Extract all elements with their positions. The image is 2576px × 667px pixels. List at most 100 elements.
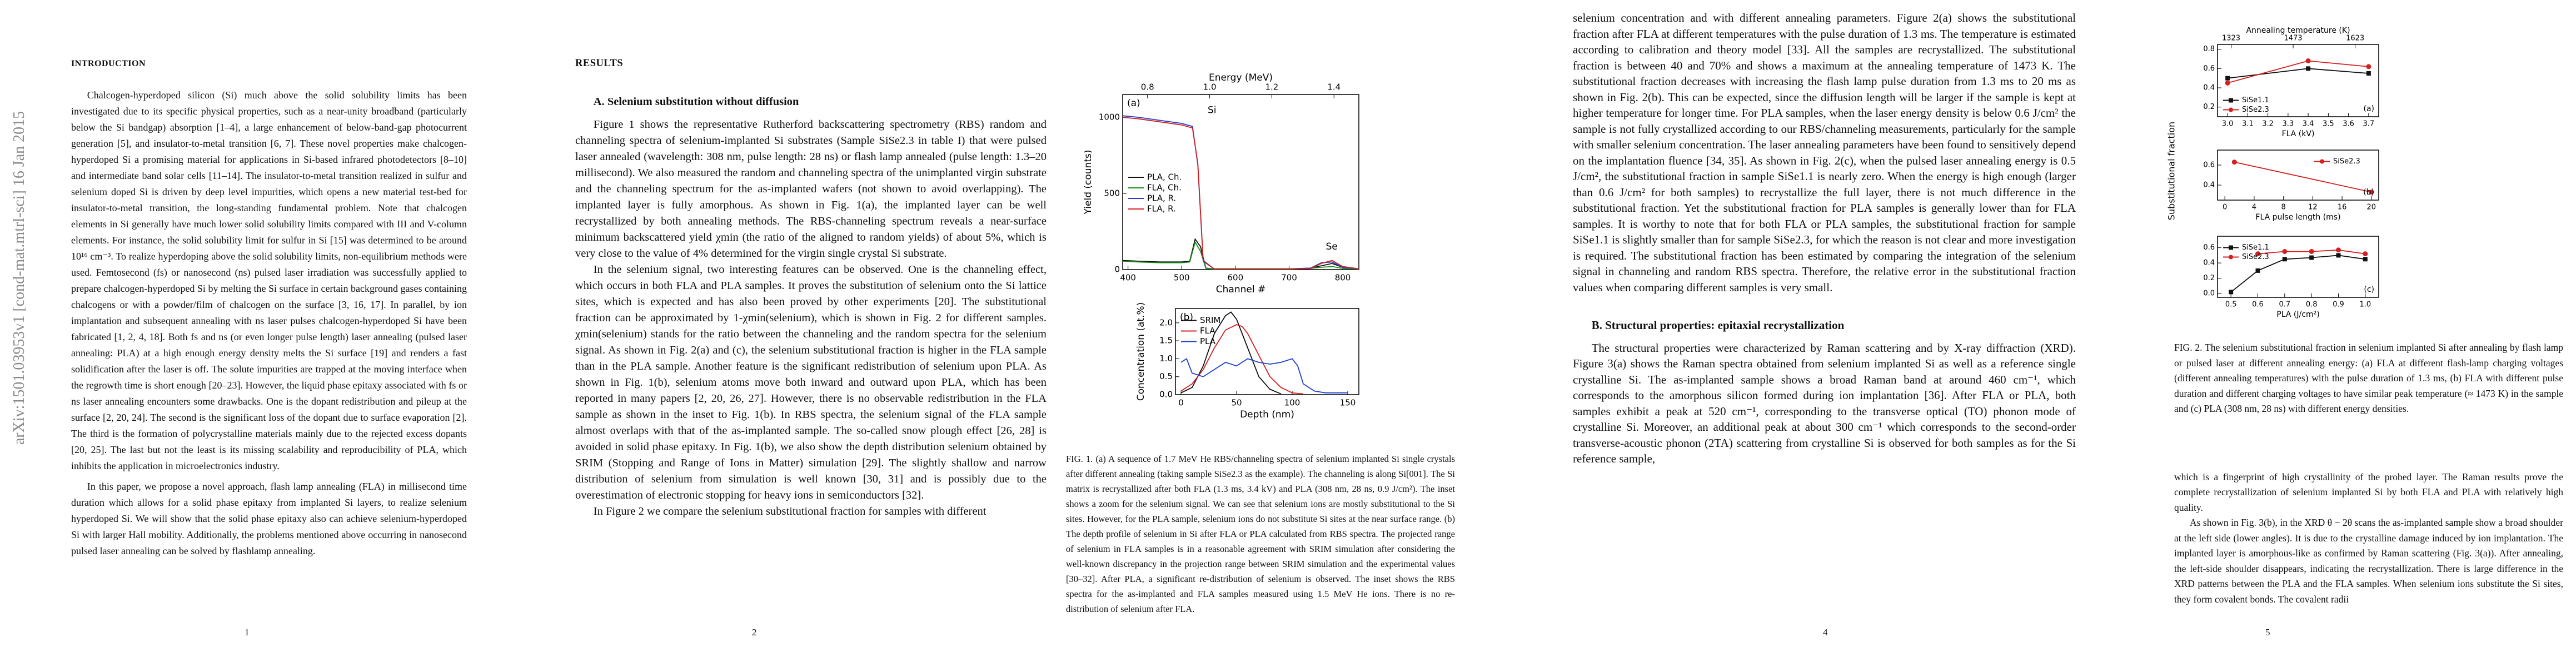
data-point <box>2225 76 2230 81</box>
page-column: RESULTS A. Selenium substitution without … <box>575 56 1047 520</box>
section-heading: RESULTS <box>575 58 624 69</box>
x-axis-label: PLA (J/cm²) <box>2276 310 2319 319</box>
data-line <box>1122 238 1359 270</box>
x-tick-label: 3.5 <box>2323 120 2334 128</box>
x-tick-label: 800 <box>1335 273 1351 283</box>
legend-label: FLA, Ch. <box>1147 183 1182 193</box>
panel-label: (a) <box>1127 98 1140 109</box>
y-tick-label: 0.2 <box>2203 274 2215 282</box>
y-tick-label: 0 <box>1114 265 1120 275</box>
data-line <box>1180 324 1304 395</box>
y-tick-label: 0.2 <box>2203 103 2215 111</box>
x-tick-label: 0 <box>2223 203 2227 212</box>
x-axis-label: Depth (nm) <box>1240 409 1294 420</box>
panel-label: (b) <box>2363 188 2374 197</box>
y-axis-label: Yield (counts) <box>1083 150 1094 215</box>
legend-label: PLA, R. <box>1147 193 1176 203</box>
paragraph: The structural properties were character… <box>1573 341 2076 466</box>
y-axis-label: Substitutional fraction <box>2166 122 2177 220</box>
data-line <box>1180 358 1348 394</box>
top-x-axis-label: Annealing temperature (K) <box>2246 26 2350 35</box>
y-tick-label: 500 <box>1104 188 1120 198</box>
legend-label: FLA <box>1200 326 1215 336</box>
x-axis-label: FLA pulse length (ms) <box>2255 213 2340 222</box>
x-tick-label: 1.0 <box>2359 301 2371 309</box>
plot-frame <box>1122 94 1359 270</box>
data-point <box>2282 257 2287 262</box>
legend-marker <box>2229 107 2233 112</box>
legend-label: SiSe2.3 <box>2242 253 2269 261</box>
legend-label: SiSe2.3 <box>2333 157 2360 166</box>
legend-label: SiSe1.1 <box>2242 96 2269 104</box>
plot-frame <box>2217 150 2379 201</box>
top-x-tick-label: 1.4 <box>1327 82 1341 92</box>
paragraph: In the selenium signal, two interesting … <box>575 263 1047 501</box>
annotation: Si <box>1208 104 1217 116</box>
legend-marker <box>2229 245 2233 250</box>
top-x-tick-label: 1623 <box>2346 34 2364 43</box>
x-tick-label: 3.4 <box>2303 120 2314 128</box>
y-tick-label: 0.4 <box>2203 84 2215 92</box>
panel-label: (a) <box>2363 104 2374 113</box>
y-tick-label: 1.5 <box>1159 336 1173 346</box>
paragraph: Figure 1 shows the representative Ruther… <box>575 118 1047 260</box>
data-point <box>2336 247 2341 253</box>
paragraph: Chalcogen-hyperdoped silicon (Si) much a… <box>71 89 467 471</box>
data-line <box>1122 241 1359 270</box>
subsection-heading: B. Structural properties: epitaxial recr… <box>1591 318 1845 332</box>
x-tick-label: 100 <box>1284 398 1301 408</box>
y-tick-label: 0.0 <box>1159 390 1173 400</box>
panel-label: (c) <box>2364 285 2374 294</box>
subsection-heading: A. Selenium substitution without diffusi… <box>593 96 799 108</box>
legend-marker <box>2229 255 2233 260</box>
top-x-tick-label: 1.2 <box>1265 82 1278 92</box>
data-point <box>2255 251 2260 257</box>
plot-frame <box>2217 44 2379 117</box>
data-point <box>2305 58 2311 63</box>
y-tick-label: 0.6 <box>2203 161 2215 170</box>
paragraph: As shown in Fig. 3(b), in the XRD θ − 2θ… <box>2174 517 2563 605</box>
arxiv-stamp: arXiv:1501.03953v1 [cond-mat.mtrl-sci] 1… <box>11 111 28 445</box>
page-number: 2 <box>752 627 757 638</box>
annotation: Se <box>1326 241 1338 252</box>
page-number: 5 <box>2265 627 2270 638</box>
legend-marker <box>2229 98 2233 103</box>
x-tick-label: 3.1 <box>2242 120 2254 128</box>
top-x-tick-label: 0.8 <box>1141 82 1154 92</box>
y-tick-label: 0.0 <box>2203 290 2215 298</box>
data-point <box>2231 160 2237 165</box>
x-tick-label: 50 <box>1231 398 1242 408</box>
legend-label: PLA, Ch. <box>1147 172 1182 182</box>
data-line <box>2234 161 2371 193</box>
plot-frame <box>1175 308 1359 395</box>
data-point <box>2229 290 2234 295</box>
paragraph: which is a fingerprint of high crystalli… <box>2174 471 2563 513</box>
x-tick-label: 0.8 <box>2306 301 2318 309</box>
legend-label: PLA <box>1200 336 1216 346</box>
x-tick-label: 3.3 <box>2283 120 2294 128</box>
top-x-axis-label: Energy (MeV) <box>1209 72 1273 83</box>
page-column: FIG. 1. (a) A sequence of 1.7 MeV He RBS… <box>1066 451 1455 616</box>
data-point <box>2309 255 2314 260</box>
paragraph: selenium concentration and with differen… <box>1573 11 2076 294</box>
data-point <box>2336 253 2341 258</box>
x-tick-label: 0.6 <box>2252 301 2264 309</box>
y-tick-label: 0.6 <box>2203 243 2215 252</box>
x-tick-label: 600 <box>1228 273 1244 283</box>
x-tick-label: 8 <box>2281 203 2285 212</box>
x-tick-label: 0 <box>1178 398 1184 408</box>
top-x-tick-label: 1473 <box>2284 34 2303 43</box>
top-x-tick-label: 1.0 <box>1203 82 1217 92</box>
top-x-tick-label: 1323 <box>2222 34 2240 43</box>
x-tick-label: 0.7 <box>2279 301 2290 309</box>
data-point <box>2225 80 2230 86</box>
data-point <box>2255 268 2260 273</box>
x-tick-label: 3.0 <box>2222 120 2234 128</box>
page-column: selenium concentration and with differen… <box>1573 10 2076 467</box>
figure-caption: FIG. 2. The selenium substitutional frac… <box>2174 342 2563 414</box>
y-tick-label: 0.4 <box>2203 259 2215 267</box>
x-tick-label: 3.6 <box>2343 120 2354 128</box>
y-tick-label: 1000 <box>1099 112 1120 122</box>
